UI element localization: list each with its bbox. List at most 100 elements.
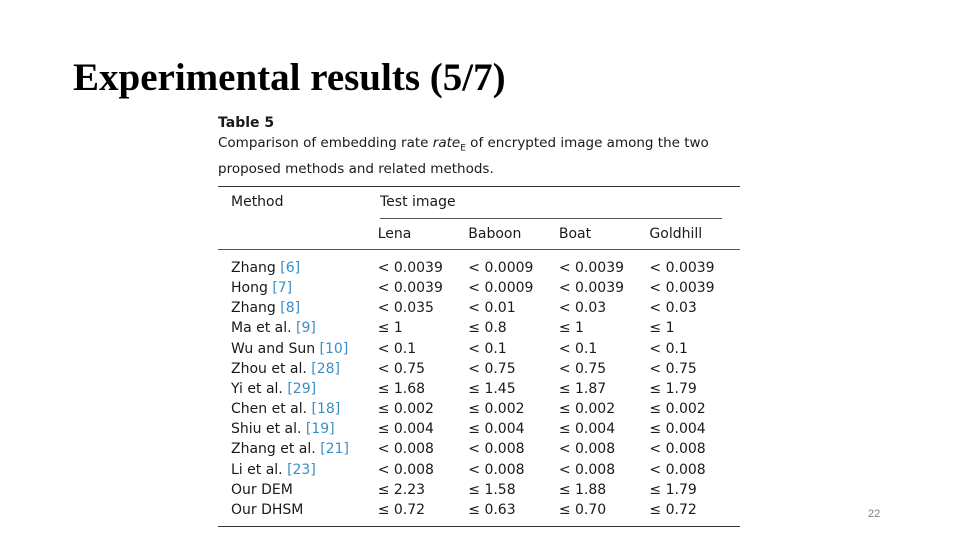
row-value: ≤ 0.002 [377, 401, 434, 418]
table-row: Li et al. [23] < 0.008 < 0.008 < 0.008 < 0.0… [218, 460, 740, 480]
row-value: < 0.01 [468, 300, 516, 317]
row-value: ≤ 0.004 [468, 421, 525, 438]
method-name: Shiu et al. [231, 421, 306, 438]
citation-link[interactable]: [19] [305, 421, 335, 438]
row-value: < 0.008 [377, 461, 434, 478]
table-row: Yi et al. [29] ≤ 1.68 ≤ 1.45 ≤ 1.87 ≤ 1.79 [218, 379, 740, 399]
row-value: < 0.008 [468, 461, 525, 478]
table-header-row: Method Test image [218, 187, 740, 218]
row-value: ≤ 1.87 [558, 380, 607, 397]
row-value: < 0.0039 [649, 279, 715, 296]
table-top-rule [218, 185, 740, 187]
page-number: 22 [868, 508, 881, 520]
row-method: Wu and Sun [10] [218, 341, 378, 357]
table-caption: Comparison of embedding rate rateE of en… [218, 133, 740, 179]
table-row: Hong [7] < 0.0039 < 0.0009 < 0.0039 < 0.0039 [218, 278, 740, 298]
row-value: ≤ 1.79 [649, 481, 697, 498]
table-row: Zhang [8] < 0.035 < 0.01 < 0.03 < 0.03 [218, 298, 740, 318]
method-name: Hong [231, 279, 273, 296]
row-method: Our DHSM [218, 502, 378, 518]
table-row: Our DHSM ≤ 0.72 ≤ 0.63 ≤ 0.70 ≤ 0.72 [218, 500, 740, 520]
row-value: < 0.1 [468, 340, 507, 357]
citation-link[interactable]: [18] [311, 401, 341, 418]
citation-link[interactable]: [6] [280, 259, 301, 276]
table-row: Wu and Sun [10] < 0.1 < 0.1 < 0.1 < 0.1 [218, 338, 740, 358]
citation-link[interactable]: [28] [311, 360, 341, 377]
method-name: Our DHSM [231, 502, 304, 519]
row-value: < 0.008 [649, 441, 706, 458]
citation-link[interactable]: [9] [296, 320, 316, 337]
citation-link[interactable]: [23] [287, 461, 316, 478]
row-value: < 0.0009 [468, 259, 534, 276]
row-value: < 0.1 [558, 340, 598, 357]
row-value: ≤ 0.004 [649, 421, 706, 438]
citation-link[interactable]: [10] [319, 340, 349, 357]
slide-title: Experimental results (5/7) [73, 56, 506, 99]
header-test-image: Test image [380, 194, 456, 211]
method-name: Our DEM [231, 481, 293, 498]
row-value: ≤ 0.004 [377, 421, 434, 438]
row-method: Zhang [8] [218, 300, 378, 316]
row-value: ≤ 0.002 [649, 401, 706, 418]
row-value: < 0.008 [377, 441, 434, 458]
row-value: ≤ 0.004 [558, 421, 616, 438]
row-value: < 0.0039 [377, 279, 443, 296]
method-name: Zhang [231, 300, 281, 317]
table-row: Chen et al. [18] ≤ 0.002 ≤ 0.002 ≤ 0.002 ≤ 0… [218, 399, 740, 419]
method-name: Li et al. [231, 461, 288, 478]
row-value: ≤ 0.63 [468, 502, 516, 519]
test-image-rule [380, 217, 722, 219]
row-value: ≤ 0.8 [468, 320, 507, 337]
citation-link[interactable]: [8] [280, 300, 301, 317]
row-value: < 0.0039 [377, 259, 443, 276]
row-method: Zhang [6] [218, 260, 378, 276]
method-name: Zhang et al. [231, 441, 321, 458]
caption-rate-subscript: E [460, 143, 466, 154]
row-value: ≤ 1.79 [649, 380, 697, 397]
citation-link[interactable]: [21] [320, 441, 349, 458]
column-header: Lena [377, 225, 412, 242]
row-value: < 0.0039 [558, 279, 625, 296]
row-value: ≤ 2.23 [377, 481, 426, 498]
row-value: < 0.008 [558, 461, 616, 478]
row-value: ≤ 0.72 [377, 502, 426, 519]
caption-rate-symbol: rate [432, 135, 461, 151]
row-value: < 0.75 [649, 360, 697, 377]
caption-text-before: Comparison of embedding rate [218, 135, 433, 151]
row-value: ≤ 0.72 [649, 502, 697, 519]
method-name: Ma et al. [231, 320, 297, 337]
row-method: Hong [7] [218, 280, 378, 296]
citation-link[interactable]: [7] [272, 279, 293, 296]
row-value: < 0.1 [377, 340, 417, 357]
row-value: < 0.03 [649, 300, 697, 317]
caption-text-after: of encrypted image among the two propose… [218, 135, 709, 177]
row-value: ≤ 1 [649, 320, 675, 337]
method-name: Zhou et al. [231, 360, 312, 377]
row-value: ≤ 0.70 [558, 502, 607, 519]
row-value: < 0.0039 [649, 259, 715, 276]
row-value: ≤ 1.88 [558, 481, 607, 498]
table-row: Shiu et al. [19] ≤ 0.004 ≤ 0.004 ≤ 0.004 ≤ 0… [218, 419, 740, 439]
method-name: Yi et al. [231, 380, 288, 397]
row-value: < 0.008 [649, 461, 706, 478]
table-header-rule [218, 248, 740, 250]
row-value: < 0.0039 [558, 259, 625, 276]
row-method: Zhou et al. [28] [218, 361, 378, 377]
row-method: Zhang et al. [21] [218, 441, 378, 457]
row-value: ≤ 0.002 [558, 401, 616, 418]
row-value: < 0.008 [468, 441, 525, 458]
row-method: Chen et al. [18] [218, 401, 378, 417]
row-value: ≤ 0.002 [468, 401, 525, 418]
row-value: < 0.0009 [468, 279, 534, 296]
row-method: Li et al. [23] [218, 462, 378, 478]
citation-link[interactable]: [29] [287, 380, 317, 397]
table-subheader-row: Lena Baboon Boat Goldhill [218, 219, 740, 249]
table-row: Ma et al. [9] ≤ 1 ≤ 0.8 ≤ 1 ≤ 1 [218, 318, 740, 338]
table-row: Our DEM ≤ 2.23 ≤ 1.58 ≤ 1.88 ≤ 1.79 [218, 480, 740, 500]
column-header: Boat [558, 225, 592, 242]
row-value: < 0.75 [468, 360, 516, 377]
row-value: ≤ 1 [377, 320, 403, 337]
table-row: Zhang et al. [21] < 0.008 < 0.008 < 0.008 < … [218, 439, 740, 459]
header-method: Method [231, 194, 284, 211]
method-name: Chen et al. [231, 401, 312, 418]
